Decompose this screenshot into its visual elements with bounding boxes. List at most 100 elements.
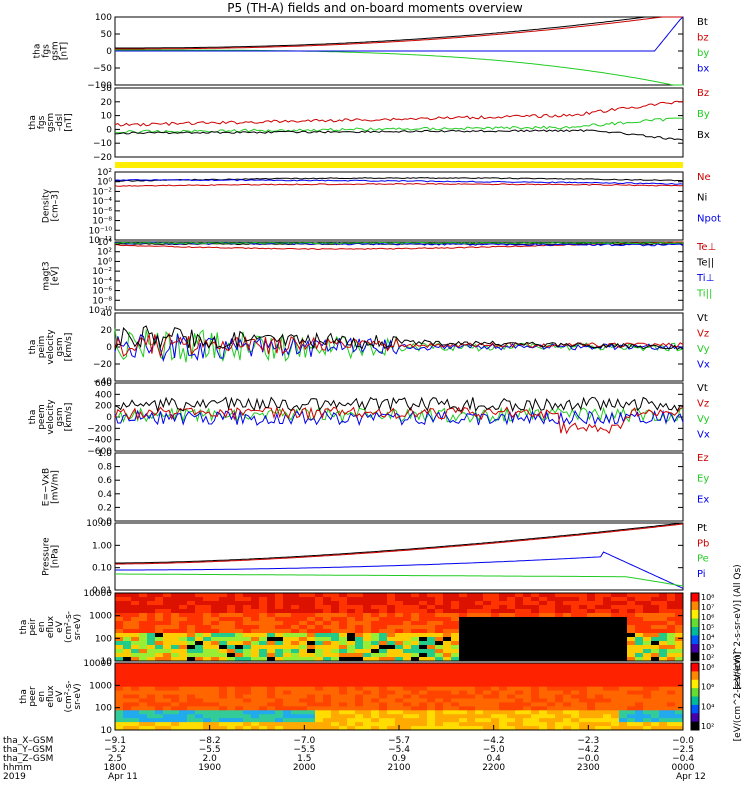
spectrogram-cell	[147, 698, 156, 703]
spectrogram-cell	[267, 718, 276, 723]
spectrogram-cell	[339, 726, 348, 731]
spectrogram-cell	[331, 666, 340, 672]
spectrogram-cell	[123, 690, 132, 695]
spectrogram-cell	[163, 686, 172, 691]
spectrogram-cell	[475, 621, 484, 626]
spectrogram-cell	[123, 649, 132, 654]
spectrogram-cell	[307, 605, 316, 610]
spectrogram-cell	[227, 666, 236, 672]
spectrogram-cell	[155, 629, 164, 634]
spectrogram-cell	[491, 686, 500, 691]
spectrogram-cell	[219, 702, 228, 707]
spectrogram-cell	[211, 694, 220, 699]
spectrogram-cell	[291, 593, 300, 598]
spectrogram-cell	[211, 726, 220, 731]
spectrogram-cell	[539, 690, 548, 695]
spectrogram-cell	[187, 666, 196, 672]
spectrogram-cell	[619, 617, 628, 622]
spectrogram-cell	[491, 726, 500, 731]
spectrogram-cell	[603, 694, 612, 699]
ylabel-line: tha	[19, 620, 29, 635]
spectrogram-cell	[435, 702, 444, 707]
spectrogram-cell	[483, 682, 492, 688]
spectrogram-cell	[363, 657, 372, 662]
spectrogram-cell	[579, 649, 588, 654]
spectrogram-cell	[563, 690, 572, 695]
spectrogram-cell	[259, 722, 268, 727]
spectrogram-cell	[579, 694, 588, 699]
spectrogram-cell	[347, 678, 356, 684]
spectrogram-cell	[619, 686, 628, 691]
spectrogram-cell	[595, 674, 604, 680]
spectrogram-cell	[131, 663, 140, 668]
spectrogram-cell	[675, 593, 684, 598]
ylabel-line: gsm	[55, 407, 65, 426]
spectrogram-cell	[539, 698, 548, 703]
spectrogram-cell	[147, 617, 156, 622]
spectrogram-cell	[475, 722, 484, 727]
spectrogram-cell	[339, 718, 348, 723]
spectrogram-cell	[659, 694, 668, 699]
spectrogram-cell	[475, 666, 484, 672]
spectrogram-cell	[363, 710, 372, 715]
spectrogram-cell	[627, 613, 636, 618]
spectrogram-cell	[195, 613, 204, 618]
spectrogram-cell	[123, 625, 132, 630]
spectrogram-cell	[475, 597, 484, 602]
spectrogram-cell	[643, 702, 652, 707]
spectrogram-cell	[307, 663, 316, 668]
spectrogram-cell	[347, 702, 356, 707]
spectrogram-cell	[547, 605, 556, 610]
spectrogram-cell	[347, 649, 356, 654]
spectrogram-cell	[243, 722, 252, 727]
spectrogram-cell	[427, 670, 436, 676]
spectrogram-cell	[667, 601, 676, 606]
spectrogram-cell	[451, 633, 460, 638]
spectrogram-cell	[195, 682, 204, 688]
spectrogram-cell	[195, 621, 204, 626]
spectrogram-cell	[659, 649, 668, 654]
spectrogram-cell	[611, 686, 620, 691]
spectrogram-cell	[611, 710, 620, 715]
spectrogram-cell	[579, 645, 588, 650]
spectrogram-cell	[315, 702, 324, 707]
spectrogram-cell	[219, 613, 228, 618]
spectrogram-cell	[507, 613, 516, 618]
spectrogram-cell	[643, 694, 652, 699]
spectrogram-cell	[587, 597, 596, 602]
spectrogram-cell	[659, 625, 668, 630]
panel-frame-6	[114, 452, 684, 522]
spectrogram-cell	[211, 609, 220, 614]
spectrogram-cell	[531, 722, 540, 727]
spectrogram-cell	[491, 706, 500, 711]
spectrogram-cell	[179, 718, 188, 723]
spectrogram-cell	[611, 706, 620, 711]
spectrogram-cell	[275, 653, 284, 658]
spectrogram-cell	[195, 657, 204, 662]
spectrogram-cell	[299, 714, 308, 719]
spectrogram-cell	[427, 653, 436, 658]
spectrogram-cell	[403, 625, 412, 630]
spectrogram-cell	[187, 678, 196, 684]
spectrogram-cell	[283, 706, 292, 711]
Vx-trace	[114, 333, 684, 363]
spectrogram-cell	[235, 694, 244, 699]
spectrogram-cell	[571, 641, 580, 646]
spectrogram-cell	[395, 593, 404, 598]
xtick-label: −0.4	[672, 754, 694, 764]
spectrogram-cell	[547, 666, 556, 672]
spectrogram-cell	[411, 714, 420, 719]
spectrogram-cell	[267, 686, 276, 691]
spectrogram-cell	[203, 694, 212, 699]
spectrogram-cell	[427, 674, 436, 680]
spectrogram-cell	[371, 593, 380, 598]
spectrogram-cell	[547, 649, 556, 654]
spectrogram-cell	[187, 694, 196, 699]
spectrogram-cell	[555, 690, 564, 695]
spectrogram-cell	[483, 629, 492, 634]
spectrogram-cell	[259, 686, 268, 691]
spectrogram-cell	[395, 645, 404, 650]
spectrogram-cell	[483, 690, 492, 695]
spectrogram-cell	[235, 605, 244, 610]
legend-Bz: Bz	[697, 88, 709, 99]
